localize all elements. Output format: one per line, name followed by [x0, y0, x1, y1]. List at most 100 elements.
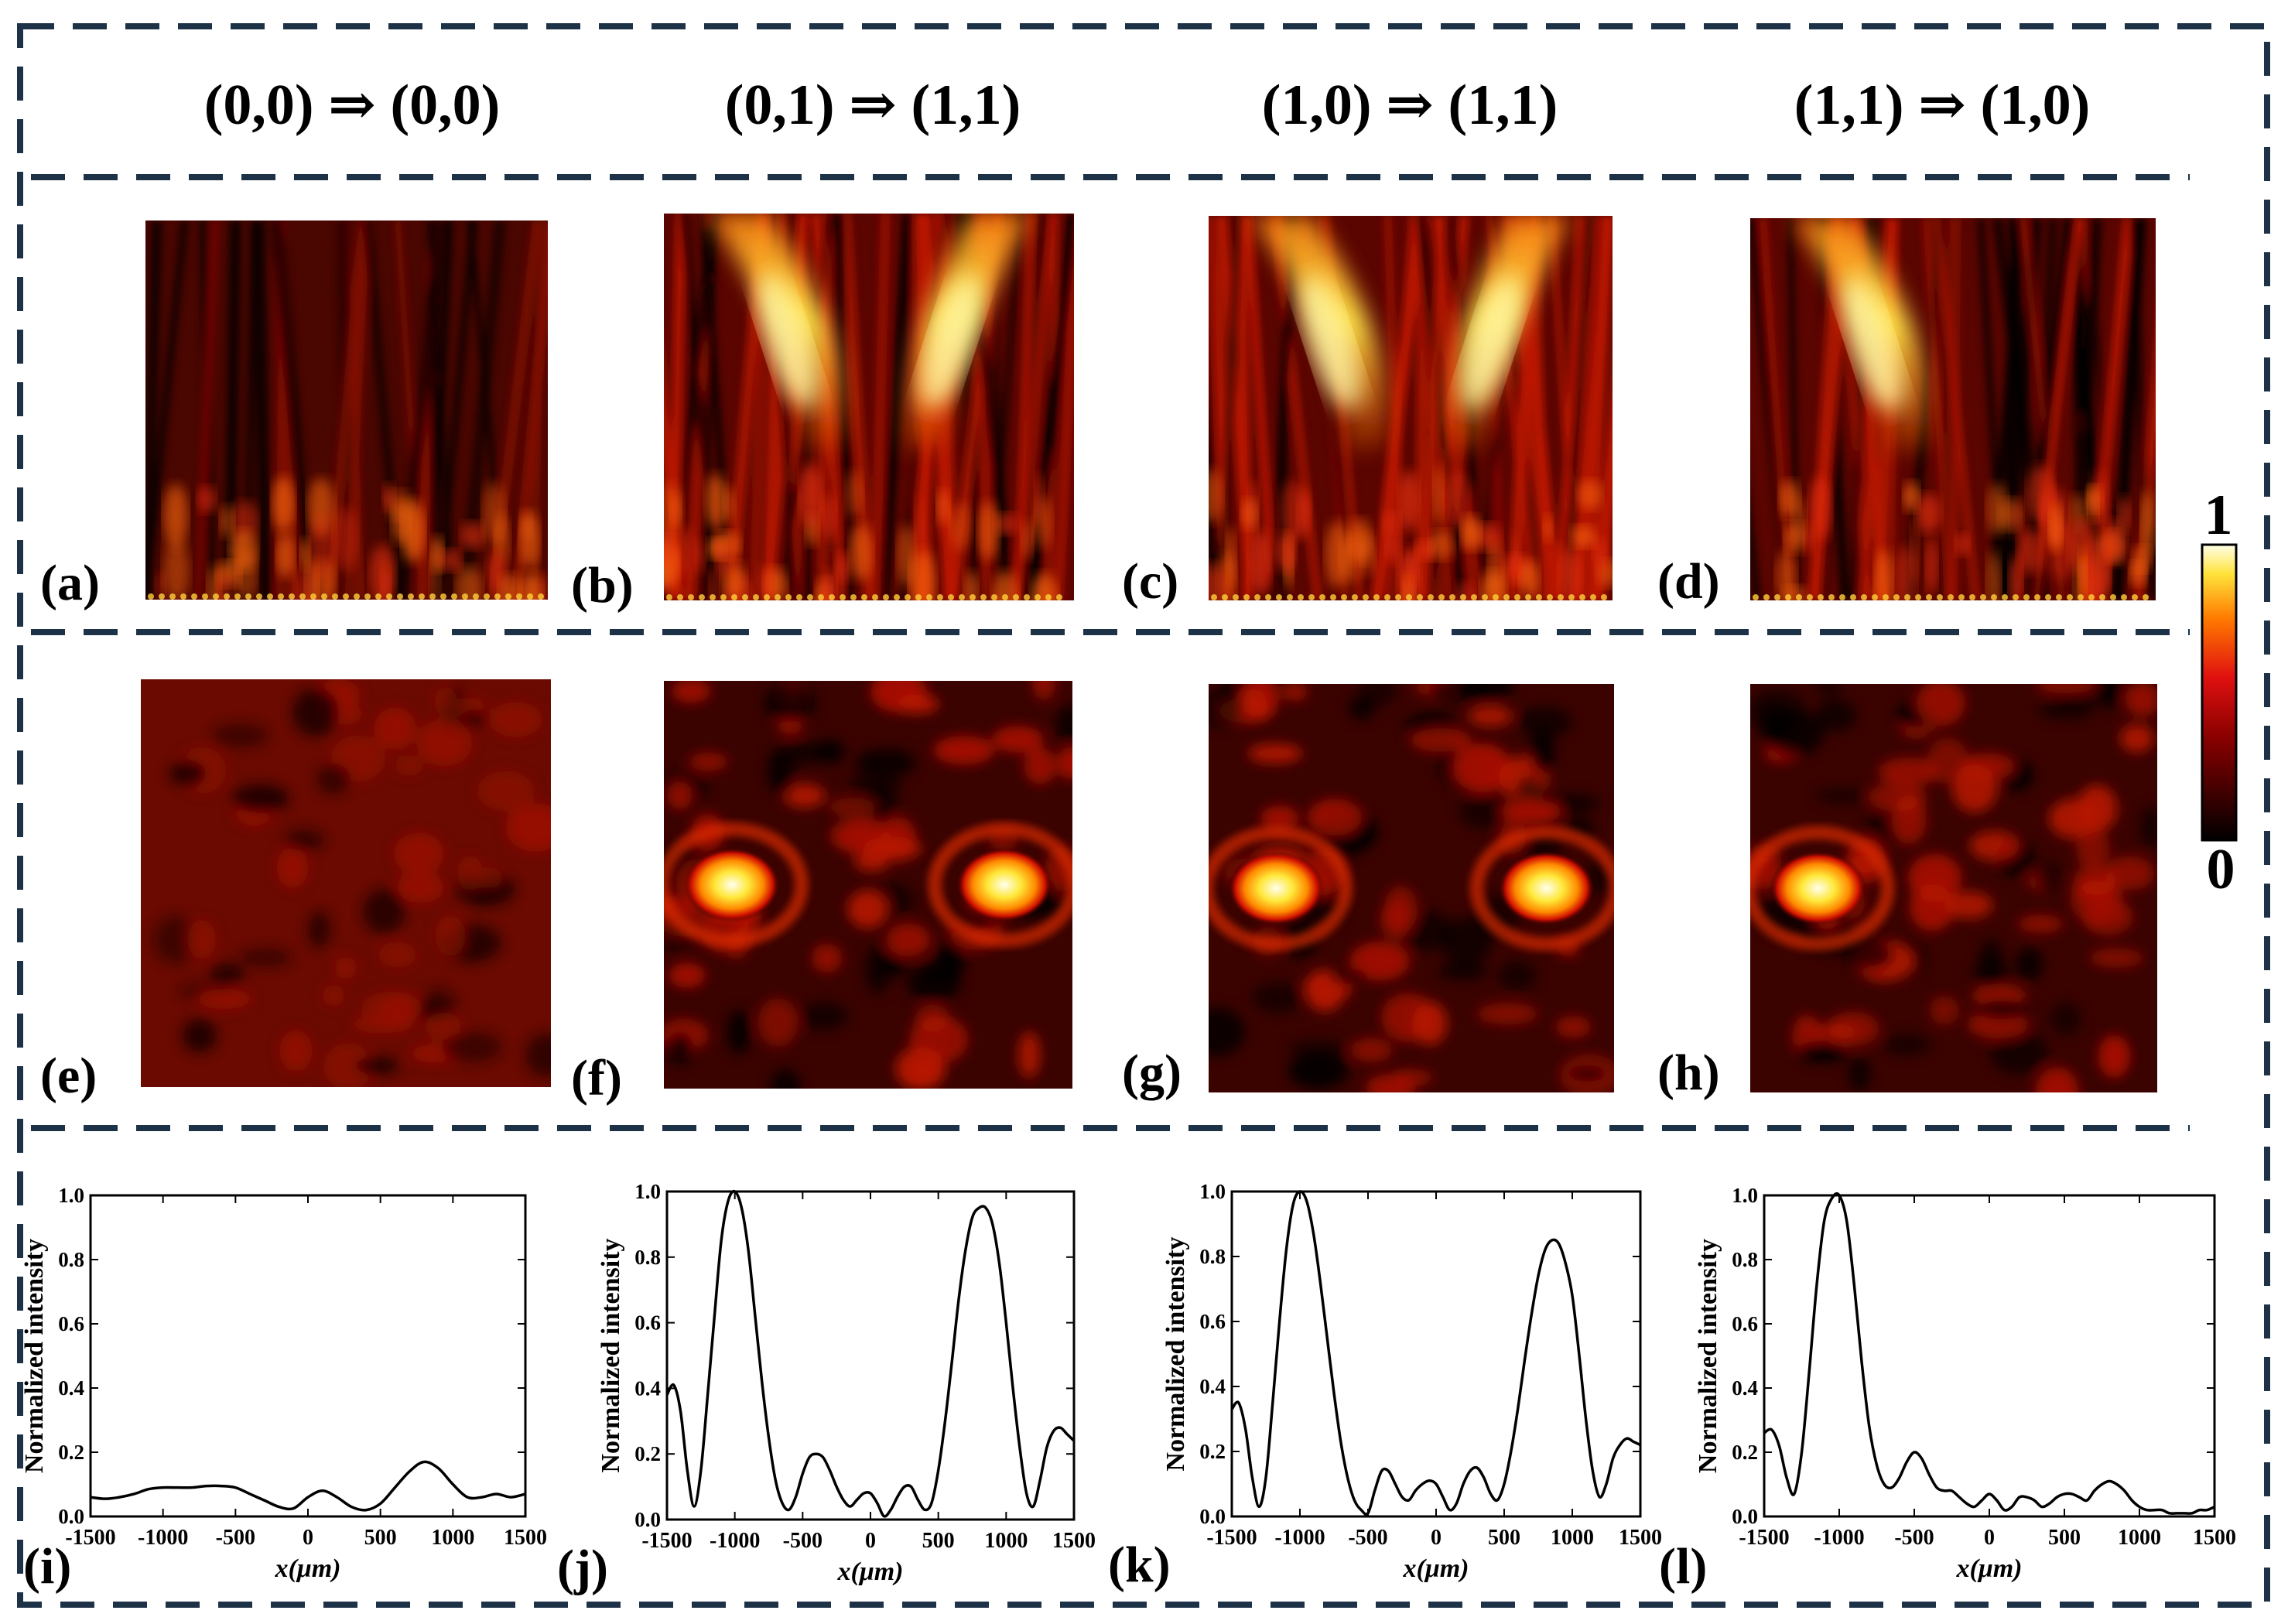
x-tick-label: 1500	[504, 1526, 547, 1550]
y-tick-label: 0.6	[1199, 1310, 1226, 1333]
x-tick-label: -1500	[1206, 1526, 1257, 1550]
x-tick-label: -500	[216, 1526, 255, 1550]
intensity-curve	[90, 1460, 526, 1512]
y-tick-label: 0.4	[1732, 1376, 1758, 1400]
colorbar	[2201, 543, 2238, 842]
x-tick-label: -500	[1894, 1526, 1934, 1550]
header-col-2: (0,1) ⇒ (1,1)	[725, 74, 1021, 137]
x-tick-label: -500	[783, 1529, 823, 1553]
output-map-2	[664, 681, 1072, 1089]
header-col-1: (0,0) ⇒ (0,0)	[204, 74, 501, 137]
line-charts: -1500 -1000 -500 0 500 1000 1500 0.0 0.2 0.4 0.6 0.…	[20, 1180, 2236, 1586]
y-tick-label: 1.0	[634, 1180, 661, 1203]
colorbar-min-label: 0	[2207, 838, 2235, 901]
x-tick-label: 500	[1488, 1526, 1520, 1550]
panel-label-b: (b)	[571, 557, 634, 614]
output-plane-row	[141, 679, 2157, 1092]
x-axis-label: x(μm)	[1956, 1554, 2023, 1583]
y-tick-label: 0.6	[634, 1311, 661, 1335]
propagation-map-3	[1209, 216, 1613, 600]
intensity-curve	[665, 1189, 1076, 1518]
header-col-3: (1,0) ⇒ (1,1)	[1262, 74, 1558, 137]
intensity-curve	[1763, 1192, 2215, 1515]
x-tick-label: 1500	[1052, 1529, 1096, 1553]
output-map-4	[1750, 684, 2157, 1092]
y-axis-label: Normalized intensity	[597, 1238, 625, 1472]
x-tick-label: -1500	[641, 1529, 692, 1553]
x-axis-label: x(μm)	[1403, 1554, 1469, 1583]
intensity-curve	[1230, 1190, 1641, 1516]
y-tick-label: 1.0	[1199, 1180, 1226, 1203]
panel-label-k: (k)	[1108, 1537, 1171, 1593]
panel-label-h: (h)	[1657, 1044, 1720, 1101]
plot-area	[1763, 1194, 2216, 1518]
output-map-3	[1209, 684, 1614, 1092]
line-chart-3: -1500 -1000 -500 0 500 1000 1500 0.0 0.2 0.4 0.6 0.…	[1161, 1180, 1662, 1583]
x-tick-label: 1500	[1619, 1526, 1662, 1550]
colorbar-max-label: 1	[2204, 484, 2233, 547]
y-tick-label: 0.2	[1732, 1441, 1758, 1464]
x-tick-label: 0	[303, 1526, 313, 1550]
y-tick-label: 0.0	[58, 1505, 84, 1528]
plot-area	[665, 1190, 1076, 1521]
x-tick-label: 1000	[1551, 1526, 1594, 1550]
propagation-map-1	[145, 221, 548, 600]
y-tick-label: 0.6	[58, 1312, 84, 1335]
panel-label-c: (c)	[1122, 553, 1178, 610]
panel-label-g: (g)	[1122, 1044, 1182, 1101]
x-tick-label: -1000	[138, 1526, 188, 1550]
y-tick-label: 0.2	[1199, 1440, 1226, 1463]
panel-label-e: (e)	[40, 1048, 97, 1104]
line-chart-2: -1500 -1000 -500 0 500 1000 1500 0.0 0.2 0.4 0.6 0.…	[597, 1180, 1096, 1586]
panel-label-j: (j)	[557, 1540, 608, 1596]
x-tick-label: -1500	[1739, 1526, 1789, 1550]
y-axis-label: Normalized intensity	[1161, 1236, 1190, 1471]
x-tick-label: 500	[922, 1529, 955, 1553]
panel-label-d: (d)	[1657, 553, 1720, 610]
x-tick-label: 1000	[2118, 1526, 2161, 1550]
propagation-map-4	[1750, 218, 2156, 600]
panel-label-a: (a)	[40, 555, 100, 611]
x-axis-label: x(μm)	[275, 1554, 341, 1583]
y-tick-label: 0.8	[634, 1246, 661, 1269]
x-tick-label: 1000	[984, 1529, 1028, 1553]
x-tick-label: 0	[865, 1529, 876, 1553]
output-map-1	[141, 679, 551, 1087]
x-tick-label: -500	[1348, 1526, 1387, 1550]
panel-label-i: (i)	[23, 1538, 71, 1595]
y-tick-label: 0.0	[1199, 1505, 1226, 1528]
y-tick-label: 0.2	[58, 1441, 84, 1464]
y-tick-label: 0.4	[1199, 1375, 1226, 1398]
line-chart-1: -1500 -1000 -500 0 500 1000 1500 0.0 0.2 0.4 0.6 0.…	[20, 1184, 547, 1583]
y-tick-label: 0.8	[58, 1248, 84, 1271]
y-tick-label: 1.0	[58, 1184, 84, 1207]
line-chart-4: -1500 -1000 -500 0 500 1000 1500 0.0 0.2 0.4 0.6 0.…	[1694, 1184, 2236, 1583]
x-axis-label: x(μm)	[837, 1557, 904, 1586]
x-tick-label: 500	[364, 1526, 397, 1550]
x-tick-label: -1500	[65, 1526, 115, 1550]
y-tick-label: 0.8	[1199, 1245, 1226, 1268]
x-tick-label: 1000	[431, 1526, 474, 1550]
x-tick-label: -1000	[1814, 1526, 1864, 1550]
x-tick-label: 1500	[2193, 1526, 2236, 1550]
propagation-map-2	[664, 214, 1074, 600]
y-tick-label: 0.2	[634, 1442, 661, 1465]
x-tick-label: 0	[1431, 1526, 1442, 1550]
y-tick-label: 0.0	[634, 1508, 661, 1531]
x-tick-label: -1000	[710, 1529, 760, 1553]
x-tick-label: 0	[1984, 1526, 1995, 1550]
panel-label-l: (l)	[1659, 1538, 1707, 1595]
x-tick-label: 500	[2048, 1526, 2081, 1550]
panel-label-f: (f)	[571, 1050, 622, 1106]
y-tick-label: 0.0	[1732, 1505, 1758, 1528]
outer-frame	[17, 23, 2270, 1608]
header-col-4: (1,1) ⇒ (1,0)	[1794, 74, 2091, 137]
y-tick-label: 1.0	[1732, 1184, 1758, 1207]
y-axis-label: Normalized intensity	[20, 1239, 49, 1473]
plot-area	[89, 1194, 527, 1518]
y-tick-label: 0.4	[58, 1376, 84, 1400]
y-axis-label: Normalized intensity	[1694, 1239, 1722, 1473]
y-tick-label: 0.4	[634, 1376, 661, 1400]
propagation-row	[145, 214, 2156, 600]
